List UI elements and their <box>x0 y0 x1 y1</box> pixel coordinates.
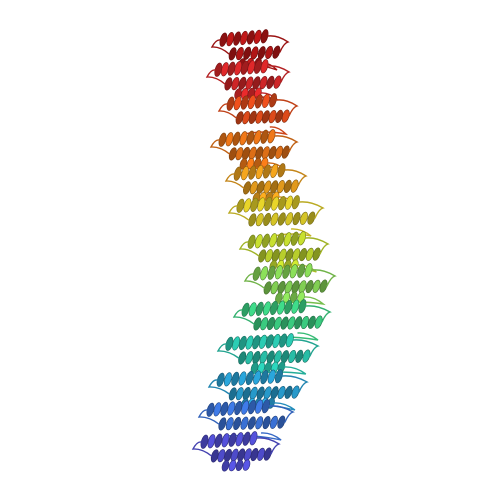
domain-13 <box>191 431 281 472</box>
domain-1 <box>210 29 290 71</box>
domain-10 <box>216 333 320 375</box>
domain-2 <box>205 59 291 101</box>
domain-6 <box>227 195 325 237</box>
domain-5 <box>224 163 308 205</box>
domain-9 <box>232 299 332 341</box>
domain-3 <box>217 93 299 136</box>
domain-7 <box>238 231 330 273</box>
domain-8 <box>243 263 337 306</box>
domain-11 <box>207 369 309 411</box>
domain-12 <box>197 399 295 441</box>
